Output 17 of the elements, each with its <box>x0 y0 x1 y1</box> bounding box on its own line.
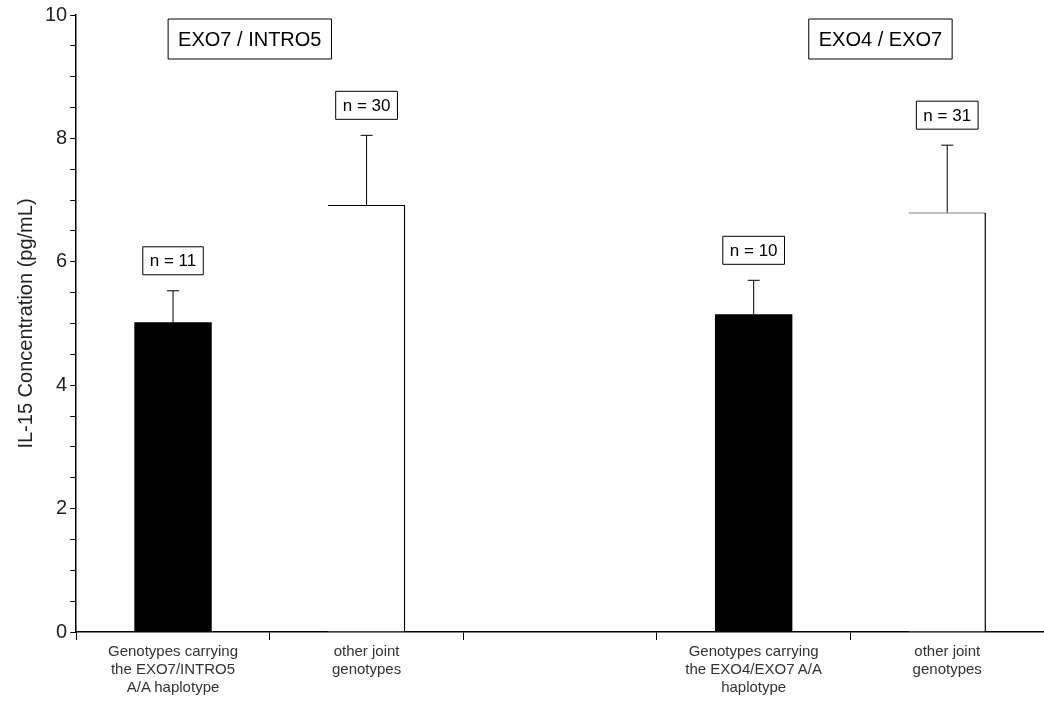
x-tick-label: Genotypes carrying the EXO7/INTRO5 A/A haplotype <box>107 642 239 696</box>
annotation: n = 10 <box>729 241 778 260</box>
y-tick-label: 2 <box>56 496 68 519</box>
x-tick-label: Genotypes carrying the EXO4/EXO7 A/A haplotype <box>685 642 823 696</box>
annotation: EXO4 / EXO7 <box>818 27 943 50</box>
annotation: n = 31 <box>923 105 972 125</box>
y-tick-label: 8 <box>56 125 68 148</box>
y-tick-label: 6 <box>56 249 68 272</box>
y-axis-title: IL-15 Concentration (pg/mL) <box>13 198 36 449</box>
x-tick-label: other joint genotypes <box>912 642 982 678</box>
x-tick-label: other joint genotypes <box>331 642 402 678</box>
annotation: n = 30 <box>342 96 391 115</box>
annotation: EXO7 / INTRO5 <box>178 27 322 50</box>
annotation: n = 11 <box>149 251 197 271</box>
y-tick-label: 10 <box>45 2 68 25</box>
y-tick-label: 0 <box>56 619 68 642</box>
y-tick-label: 4 <box>56 372 68 395</box>
